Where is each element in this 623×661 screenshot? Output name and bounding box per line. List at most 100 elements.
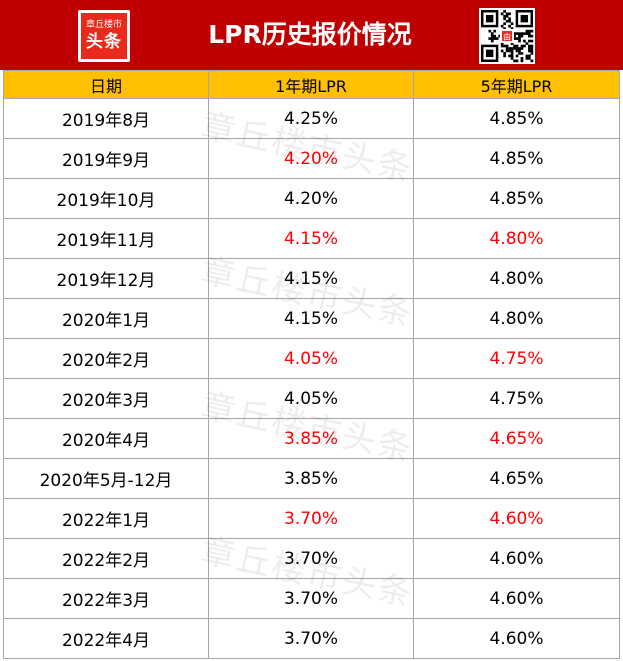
cell-date: 2022年1月 bbox=[3, 498, 209, 539]
qr-module bbox=[525, 54, 529, 58]
qr-module bbox=[518, 39, 521, 43]
qr-module bbox=[528, 47, 531, 50]
table-row: 2020年1月 4.15% 4.80% bbox=[3, 298, 620, 339]
qr-module bbox=[528, 39, 531, 43]
qr-finder bbox=[485, 49, 494, 58]
cell-lpr-5y: 4.85% bbox=[413, 178, 620, 219]
qr-module bbox=[518, 34, 521, 38]
qr-module bbox=[518, 32, 521, 35]
cell-lpr-5y: 4.85% bbox=[413, 98, 620, 139]
cell-lpr-1y: 3.70% bbox=[208, 578, 414, 619]
cell-date: 2020年1月 bbox=[3, 298, 209, 339]
qr-module bbox=[513, 44, 516, 48]
cell-lpr-5y: 4.60% bbox=[413, 618, 620, 659]
column-header-lpr-1y: 1年期LPR bbox=[208, 70, 414, 99]
header-banner: 章丘楼市 头条 LPR历史报价情况 由 bbox=[0, 0, 623, 70]
qr-module bbox=[508, 19, 511, 23]
qr-module bbox=[518, 52, 521, 55]
qr-module bbox=[528, 44, 531, 48]
qr-center-text: 由 bbox=[503, 32, 511, 42]
cell-lpr-5y: 4.80% bbox=[413, 298, 620, 339]
cell-lpr-1y: 4.25% bbox=[208, 98, 414, 139]
qr-module bbox=[505, 47, 509, 50]
qr-module bbox=[530, 59, 534, 63]
cell-lpr-5y: 4.75% bbox=[413, 378, 620, 419]
qr-module bbox=[508, 24, 511, 28]
table-row: 2020年3月 4.05% 4.75% bbox=[3, 378, 620, 419]
table-row: 2019年8月 4.25% 4.85% bbox=[3, 98, 620, 139]
qr-module bbox=[488, 29, 492, 33]
table-row: 2022年2月 3.70% 4.60% bbox=[3, 538, 620, 579]
qr-module bbox=[510, 57, 514, 60]
qr-module bbox=[525, 42, 529, 45]
cell-lpr-5y: 4.85% bbox=[413, 138, 620, 179]
qr-module bbox=[510, 42, 514, 45]
qr-module bbox=[500, 49, 504, 53]
qr-module bbox=[505, 19, 509, 23]
qr-module bbox=[528, 57, 531, 60]
qr-module bbox=[525, 32, 529, 35]
qr-module bbox=[520, 59, 524, 63]
table-row: 2019年9月 4.20% 4.85% bbox=[3, 138, 620, 179]
qr-module bbox=[520, 32, 524, 35]
qr-module bbox=[510, 54, 514, 58]
qr-module bbox=[503, 14, 506, 18]
cell-lpr-1y: 3.70% bbox=[208, 538, 414, 579]
qr-module bbox=[528, 49, 531, 53]
qr-module bbox=[493, 34, 497, 38]
cell-lpr-1y: 4.05% bbox=[208, 338, 414, 379]
column-header-date: 日期 bbox=[3, 70, 209, 99]
cell-lpr-5y: 4.75% bbox=[413, 338, 620, 379]
table-row: 2019年12月 4.15% 4.80% bbox=[3, 258, 620, 299]
qr-module bbox=[520, 52, 524, 55]
cell-date: 2020年3月 bbox=[3, 378, 209, 419]
qr-module bbox=[530, 49, 534, 53]
qr-module bbox=[503, 54, 506, 58]
qr-finder bbox=[520, 14, 529, 23]
cell-date: 2019年8月 bbox=[3, 98, 209, 139]
cell-date: 2020年5月-12月 bbox=[3, 458, 209, 499]
qr-module bbox=[500, 24, 504, 28]
table-row: 2020年5月-12月 3.85% 4.65% bbox=[3, 458, 620, 499]
table-row: 2022年3月 3.70% 4.60% bbox=[3, 578, 620, 619]
qr-module bbox=[523, 44, 526, 48]
qr-center-logo bbox=[502, 31, 512, 41]
qr-module bbox=[523, 32, 526, 35]
qr-module bbox=[518, 49, 521, 53]
qr-module bbox=[503, 44, 506, 48]
cell-lpr-1y: 3.85% bbox=[208, 458, 414, 499]
qr-module bbox=[508, 54, 511, 58]
qr-module bbox=[508, 47, 511, 50]
table-row: 2020年2月 4.05% 4.75% bbox=[3, 338, 620, 379]
qr-module bbox=[505, 14, 509, 18]
table-row: 2019年10月 4.20% 4.85% bbox=[3, 178, 620, 219]
table-row: 2020年4月 3.85% 4.65% bbox=[3, 418, 620, 459]
qr-module bbox=[505, 12, 509, 16]
logo-small-text: 章丘楼市 bbox=[85, 19, 122, 30]
qr-module bbox=[525, 57, 529, 60]
qr-module bbox=[515, 37, 519, 40]
qr-module bbox=[503, 10, 506, 13]
table-row: 2019年11月 4.15% 4.80% bbox=[3, 218, 620, 259]
qr-module bbox=[520, 34, 524, 38]
qr-module bbox=[515, 47, 519, 50]
cell-date: 2019年11月 bbox=[3, 218, 209, 259]
qr-module bbox=[520, 44, 524, 48]
qr-module bbox=[513, 37, 516, 40]
cell-lpr-1y: 4.20% bbox=[208, 178, 414, 219]
cell-date: 2019年12月 bbox=[3, 258, 209, 299]
qr-module bbox=[490, 34, 494, 38]
cell-lpr-5y: 4.60% bbox=[413, 538, 620, 579]
qr-module bbox=[510, 52, 514, 55]
cell-date: 2022年3月 bbox=[3, 578, 209, 619]
qr-module bbox=[503, 27, 506, 31]
qr-module bbox=[515, 49, 519, 53]
qr-module bbox=[523, 39, 526, 43]
cell-date: 2022年2月 bbox=[3, 538, 209, 579]
qr-module bbox=[528, 54, 531, 58]
cell-date: 2019年9月 bbox=[3, 138, 209, 179]
qr-module bbox=[490, 32, 494, 35]
qr-module bbox=[528, 29, 531, 33]
qr-module bbox=[513, 47, 516, 50]
qr-module bbox=[510, 27, 514, 31]
